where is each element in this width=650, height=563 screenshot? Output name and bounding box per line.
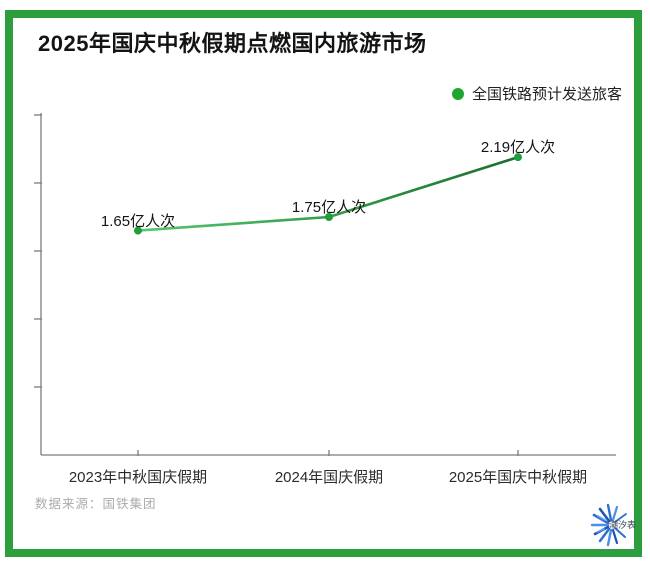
data-label-2025: 2.19亿人次 <box>480 139 556 157</box>
x-axis-label-2023: 2023年中秋国庆假期 <box>68 469 208 486</box>
data-label-2023: 1.65亿人次 <box>100 212 176 230</box>
chart-title: 2025年国庆中秋假期点燃国内旅游市场 <box>38 31 427 56</box>
data-label-2024: 1.75亿人次 <box>291 199 367 216</box>
starburst-rays <box>590 503 627 547</box>
x-axis-label-2024: 2024年国庆假期 <box>274 469 384 486</box>
legend-series-label: 全国铁路预计发送旅客 <box>471 86 622 103</box>
infographic-green-frame <box>5 10 642 557</box>
x-axis-label-2025: 2025年国庆中秋假期 <box>448 469 588 486</box>
logo-text: 潮汐表 <box>609 519 636 530</box>
legend-dot-icon <box>451 87 464 100</box>
legend: 全国铁路预计发送旅客 <box>451 83 622 104</box>
watermark-starburst-logo: 潮汐表 <box>590 503 636 547</box>
data-source-note: 数据来源：国铁集团 <box>35 497 157 511</box>
